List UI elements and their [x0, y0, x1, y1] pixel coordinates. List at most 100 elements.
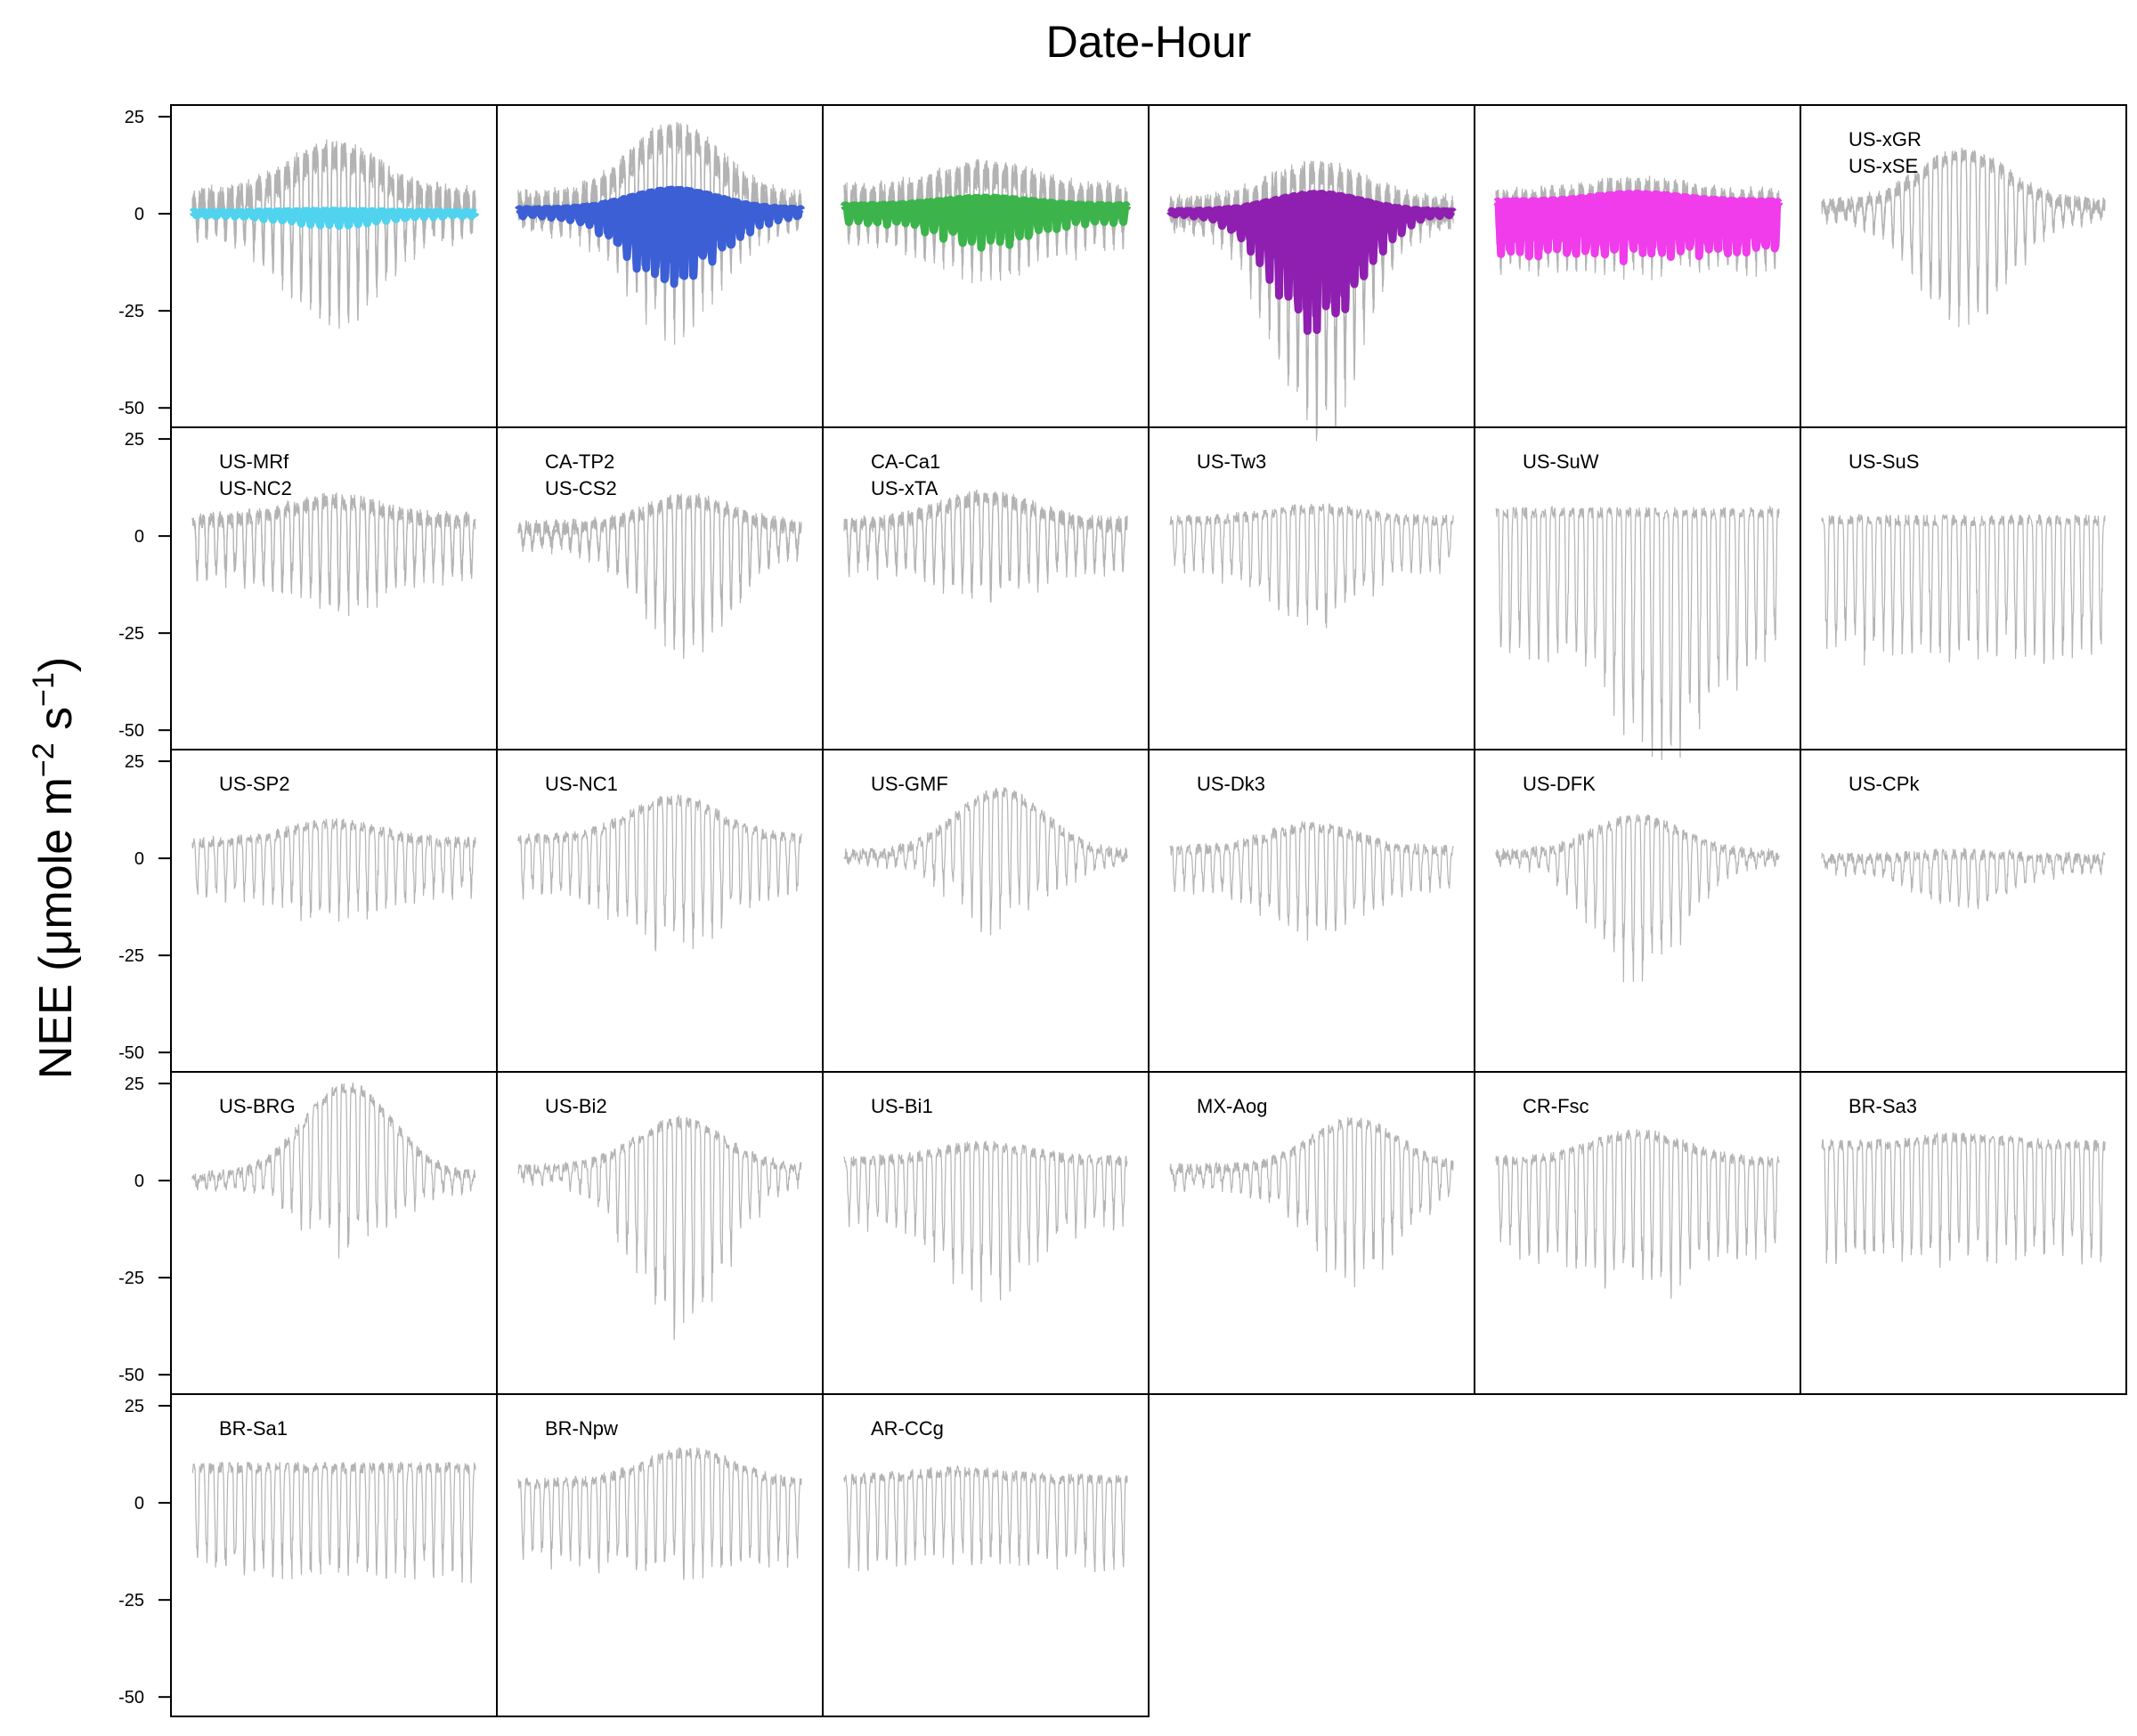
panel: US-Bi1 — [822, 1071, 1150, 1395]
site-label: US-NC1 — [545, 773, 618, 795]
y-axis-label: NEE (μmole m−2 s−1) — [27, 657, 82, 1079]
site-label: US-Bi1 — [871, 1095, 933, 1117]
y-tick-label: -50 — [118, 721, 144, 741]
panel-frame — [1474, 426, 1801, 750]
panel-frame — [822, 1393, 1150, 1717]
gray-trace — [517, 492, 802, 660]
site-label: US-xSE — [1849, 155, 1918, 177]
gray-trace — [1821, 847, 2106, 910]
gray-trace — [843, 1140, 1128, 1302]
site-label: US-SP2 — [219, 773, 289, 795]
y-tick-label: 25 — [125, 1075, 144, 1094]
site-label: US-CS2 — [545, 477, 617, 499]
gray-trace — [1821, 1131, 2106, 1269]
gray-trace — [191, 1083, 476, 1259]
gray-trace — [1495, 1129, 1780, 1299]
gray-trace — [517, 1447, 802, 1580]
site-label: AR-CCg — [871, 1417, 944, 1440]
gray-trace — [1495, 505, 1780, 760]
panel: US-Tw3 — [1148, 426, 1475, 750]
gray-trace — [191, 818, 476, 922]
panel-frame — [1800, 426, 2127, 750]
site-label: US-Bi2 — [545, 1095, 607, 1117]
gray-trace — [1169, 1116, 1454, 1287]
panel — [1474, 104, 1801, 428]
site-label: CA-Ca1 — [871, 450, 940, 473]
site-label: US-xTA — [871, 477, 938, 499]
site-label: US-Dk3 — [1197, 773, 1265, 795]
panel-frame — [822, 426, 1150, 750]
y-tick-label: -50 — [118, 1688, 144, 1708]
y-tick-label: -50 — [118, 1043, 144, 1063]
y-axis-label-main: NEE (μmole m — [30, 777, 82, 1079]
mean-diurnal-series — [840, 193, 1132, 252]
y-axis-label-end: ) — [30, 657, 82, 672]
gray-trace — [843, 787, 1128, 936]
mean-diurnal-series — [514, 185, 806, 288]
panel: US-MRf US-NC2 25 0 -25 -50 — [118, 426, 498, 750]
y-tick-label: 0 — [134, 205, 144, 224]
panel: US-Bi2 — [496, 1071, 824, 1395]
panel-frame — [1148, 1071, 1475, 1395]
gray-trace — [843, 1464, 1128, 1573]
panel-frame — [1474, 1071, 1801, 1395]
gray-trace — [517, 1115, 802, 1341]
panel-frame — [496, 1393, 824, 1717]
y-tick-label: 25 — [125, 752, 144, 772]
chart-title: Date-Hour — [1046, 17, 1252, 67]
y-tick-label: -25 — [118, 624, 144, 644]
panel-frame — [170, 1071, 498, 1395]
panel: CA-TP2 US-CS2 — [496, 426, 824, 750]
y-tick-label: 25 — [125, 1397, 144, 1416]
gray-trace — [191, 1461, 476, 1584]
site-label: US-GMF — [871, 773, 948, 795]
y-tick-label: 25 — [125, 430, 144, 450]
gray-trace — [1821, 147, 2106, 328]
gray-trace — [1169, 502, 1454, 629]
site-label: US-SuW — [1523, 450, 1599, 473]
panel-frame — [1474, 749, 1801, 1073]
panel-frame — [496, 1071, 824, 1395]
panel-frame — [1148, 426, 1475, 750]
panel-frame — [1148, 749, 1475, 1073]
panel: US-SP2 25 0 -25 -50 — [118, 749, 498, 1073]
panel: BR-Npw — [496, 1393, 824, 1717]
y-axis-label-exponent-m: −2 — [27, 742, 61, 777]
panel-grid: 25 0 -25 -50 US-xGR US-xSE US-MRf US-NC2 25 0 -25 -… — [118, 104, 2127, 1717]
panel-frame — [1800, 749, 2127, 1073]
site-label: US-BRG — [219, 1095, 296, 1117]
panel: 25 0 -25 -50 — [118, 104, 498, 428]
panel: US-NC1 — [496, 749, 824, 1073]
panel — [822, 104, 1150, 428]
y-tick-label: -25 — [118, 1591, 144, 1610]
site-label: CA-TP2 — [545, 450, 614, 473]
gray-trace — [191, 495, 476, 609]
panel-frame — [1474, 104, 1801, 428]
site-label: US-NC2 — [219, 477, 292, 499]
panel: BR-Sa3 — [1800, 1071, 2127, 1395]
panel: US-DFK — [1474, 749, 1801, 1073]
site-label: BR-Npw — [545, 1417, 618, 1440]
panel: US-SuW — [1474, 426, 1801, 760]
panel-frame — [170, 1393, 498, 1717]
panel-frame — [496, 426, 824, 750]
mean-diurnal-series — [188, 207, 480, 231]
site-label: US-DFK — [1523, 773, 1596, 795]
panel: US-Dk3 — [1148, 749, 1475, 1073]
gray-trace — [843, 489, 1128, 604]
panel — [1148, 104, 1475, 442]
gray-trace — [1495, 814, 1780, 983]
panel — [496, 104, 824, 428]
gray-trace — [517, 495, 802, 653]
y-axis-label-mid: s — [30, 707, 82, 742]
gray-trace — [517, 121, 802, 345]
mean-diurnal-series — [1166, 190, 1458, 336]
gray-trace — [1169, 820, 1454, 941]
site-label: US-SuS — [1849, 450, 1919, 473]
panel: US-CPk — [1800, 749, 2127, 1073]
panel: AR-CCg — [822, 1393, 1150, 1717]
panel-frame — [170, 749, 498, 1073]
panel: BR-Sa1 25 0 -25 -50 — [118, 1393, 498, 1717]
panel: US-BRG 25 0 -25 -50 — [118, 1071, 498, 1395]
